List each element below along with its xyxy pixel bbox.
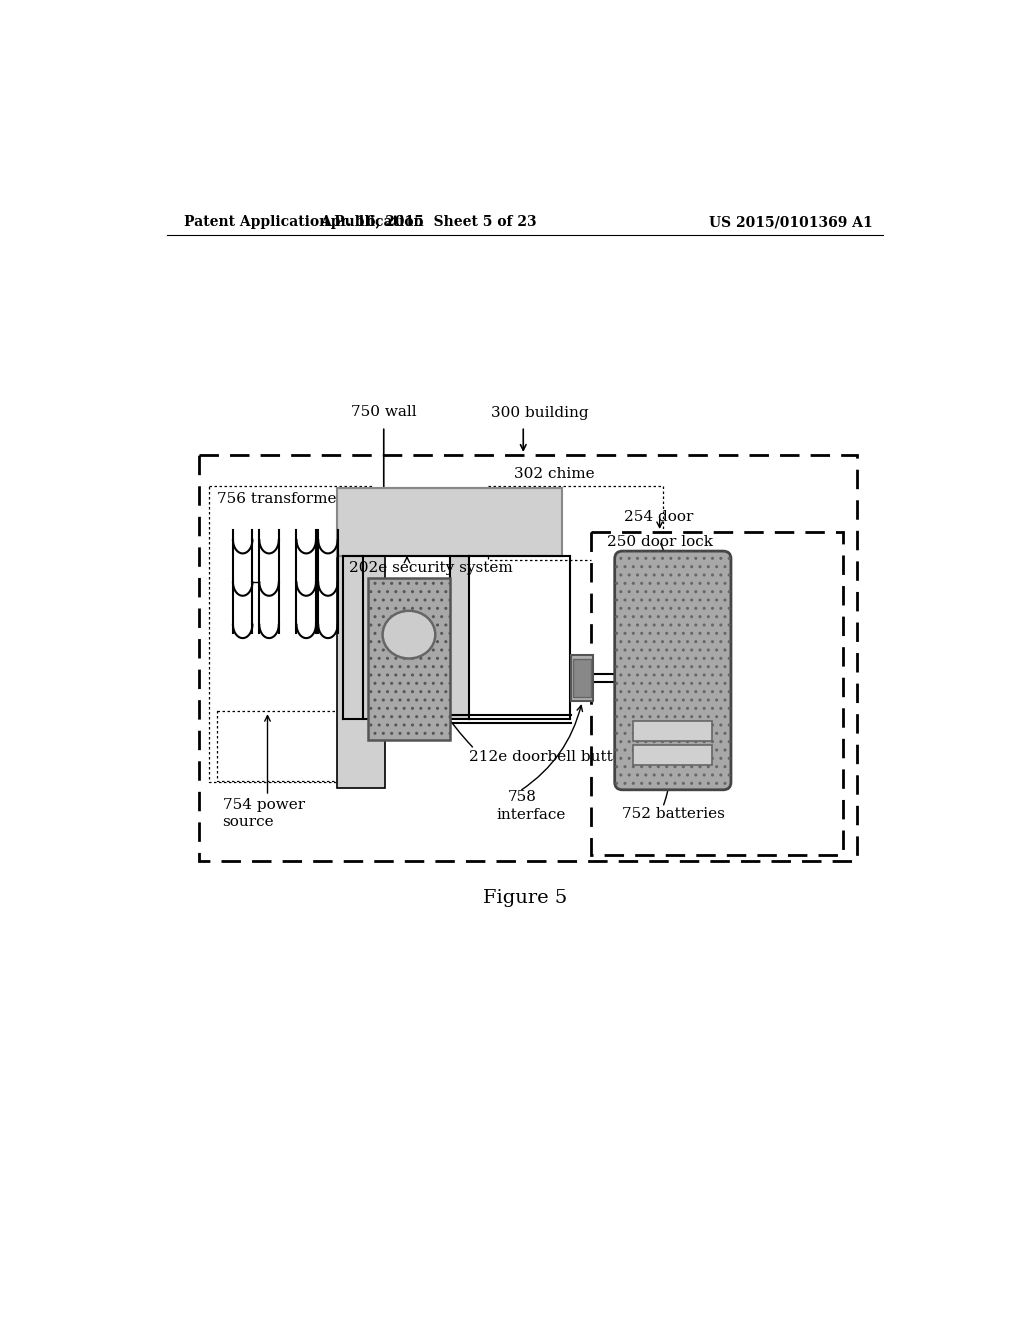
Text: 750 wall: 750 wall <box>351 405 417 420</box>
Text: Patent Application Publication: Patent Application Publication <box>183 215 424 230</box>
Bar <box>209 486 372 781</box>
Text: 254 door: 254 door <box>624 511 693 524</box>
Text: 250 door lock: 250 door lock <box>607 535 713 549</box>
Bar <box>592 532 844 855</box>
Bar <box>200 455 856 862</box>
Text: source: source <box>222 816 274 829</box>
Bar <box>571 655 593 701</box>
Text: 300 building: 300 building <box>490 405 589 420</box>
Bar <box>633 721 713 741</box>
Bar <box>337 488 385 788</box>
Bar <box>343 556 362 719</box>
Bar <box>450 556 469 719</box>
Text: 212e doorbell button: 212e doorbell button <box>469 750 632 764</box>
Text: 758: 758 <box>508 789 537 804</box>
Text: Figure 5: Figure 5 <box>482 888 567 907</box>
Text: interface: interface <box>496 808 565 821</box>
Text: US 2015/0101369 A1: US 2015/0101369 A1 <box>710 215 873 230</box>
Text: 756 transformer: 756 transformer <box>217 492 344 506</box>
Text: Apr. 16, 2015  Sheet 5 of 23: Apr. 16, 2015 Sheet 5 of 23 <box>321 215 537 230</box>
Bar <box>369 578 450 739</box>
Bar <box>572 659 592 697</box>
Text: 302 chime: 302 chime <box>514 467 595 480</box>
Text: 202e security system: 202e security system <box>349 561 513 576</box>
Text: 752 batteries: 752 batteries <box>623 807 725 821</box>
Bar <box>488 486 663 561</box>
Bar <box>633 744 713 766</box>
Text: 754 power: 754 power <box>222 797 305 812</box>
Bar <box>337 488 562 556</box>
Bar <box>217 711 362 780</box>
Ellipse shape <box>383 611 435 659</box>
FancyBboxPatch shape <box>614 552 731 789</box>
